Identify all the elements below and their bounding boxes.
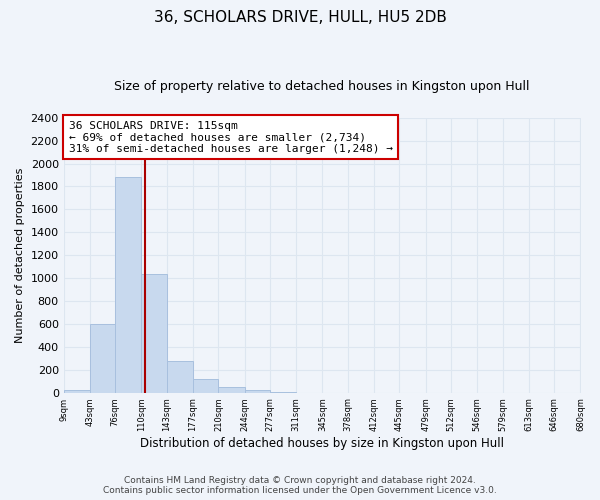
Text: Contains HM Land Registry data © Crown copyright and database right 2024.
Contai: Contains HM Land Registry data © Crown c… — [103, 476, 497, 495]
X-axis label: Distribution of detached houses by size in Kingston upon Hull: Distribution of detached houses by size … — [140, 437, 504, 450]
Text: 36, SCHOLARS DRIVE, HULL, HU5 2DB: 36, SCHOLARS DRIVE, HULL, HU5 2DB — [154, 10, 446, 25]
Bar — [218, 388, 245, 392]
Bar — [245, 390, 270, 392]
Bar — [90, 324, 115, 392]
Bar — [115, 178, 142, 392]
Title: Size of property relative to detached houses in Kingston upon Hull: Size of property relative to detached ho… — [115, 80, 530, 93]
Text: 36 SCHOLARS DRIVE: 115sqm
← 69% of detached houses are smaller (2,734)
31% of se: 36 SCHOLARS DRIVE: 115sqm ← 69% of detac… — [69, 120, 393, 154]
Bar — [167, 360, 193, 392]
Y-axis label: Number of detached properties: Number of detached properties — [15, 168, 25, 343]
Bar — [64, 390, 90, 392]
Bar — [142, 274, 167, 392]
Bar — [193, 380, 218, 392]
